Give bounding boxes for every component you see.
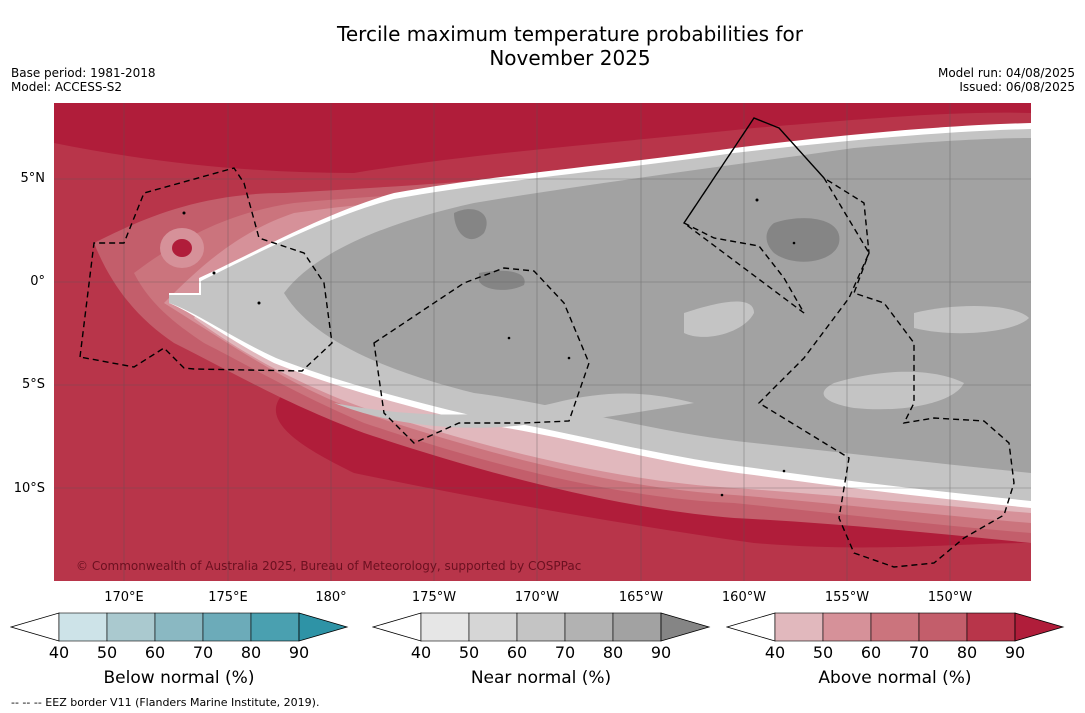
colorbar-segment: [966, 612, 1016, 642]
colorbar-extend-low: [726, 612, 776, 642]
colorbar-segment: [468, 612, 518, 642]
probability-field: [54, 103, 1031, 581]
colorbar-below-label: Below normal (%): [103, 668, 255, 688]
colorbar-segment: [612, 612, 662, 642]
colorbar-segment: [918, 612, 968, 642]
lat-label-5s: 5°S: [21, 377, 45, 392]
tick: 90: [650, 643, 672, 662]
tick: 40: [764, 643, 786, 662]
near-normal-patch-4: [914, 306, 1029, 334]
colorbar-segment: [822, 612, 872, 642]
island-5: [755, 198, 759, 202]
colorbar-segment: [202, 612, 252, 642]
island-6: [792, 241, 796, 245]
model-name: Model: ACCESS-S2: [11, 80, 123, 94]
tick: 70: [554, 643, 576, 662]
eez-line-islands: [682, 117, 1015, 568]
colorbar-extend-high: [298, 612, 349, 642]
colorbar-segment: [250, 612, 300, 642]
eez-borders: [79, 117, 1015, 568]
lon-label-170e: 170°E: [104, 590, 144, 605]
tick: 80: [602, 643, 624, 662]
tick: 40: [410, 643, 432, 662]
lon-label-155w: 155°W: [824, 590, 870, 605]
island-7: [782, 469, 786, 473]
tick: 70: [192, 643, 214, 662]
tick: 60: [506, 643, 528, 662]
colorbar-segment: [154, 612, 204, 642]
colorbar-near: [372, 612, 711, 642]
lon-label-175e: 175°E: [208, 590, 248, 605]
lon-label-170w: 170°W: [514, 590, 560, 605]
lon-label-175w: 175°W: [411, 590, 457, 605]
tick: 90: [1004, 643, 1026, 662]
colorbar-segment: [564, 612, 614, 642]
tick: 40: [48, 643, 70, 662]
lon-label-150w: 150°W: [927, 590, 973, 605]
island-8: [720, 493, 724, 497]
lon-label-180: 180°: [315, 590, 347, 605]
colorbar-below: [10, 612, 349, 642]
map-title: Tercile maximum temperature probabilitie…: [270, 22, 870, 70]
tick: 50: [458, 643, 480, 662]
tick: 80: [240, 643, 262, 662]
colorbar-segment: [774, 612, 824, 642]
model-run: Model run: 04/08/2025: [937, 66, 1075, 80]
colorbar-segment: [516, 612, 566, 642]
tick: 80: [956, 643, 978, 662]
meta-right: Model run: 04/08/2025 Issued: 06/08/2025: [938, 66, 1075, 94]
probability-map: © Commonwealth of Australia 2025, Bureau…: [54, 103, 1031, 581]
colorbar-extend-high: [1014, 612, 1065, 642]
colorbar-segment: [420, 612, 470, 642]
island-2: [212, 271, 216, 275]
island-1: [182, 211, 186, 215]
near-normal-90-patch-2: [479, 270, 525, 290]
lon-label-165w: 165°W: [618, 590, 664, 605]
near-normal-patch-3: [823, 371, 964, 410]
near-normal-90-patch-1: [766, 218, 840, 262]
lat-label-0: 0°: [30, 274, 45, 289]
meta-left: Base period: 1981-2018 Model: ACCESS-S2: [11, 66, 156, 94]
tick: 50: [96, 643, 118, 662]
lat-label-10s: 10°S: [13, 481, 45, 496]
colorbar-extend-high: [660, 612, 711, 642]
tick: 60: [144, 643, 166, 662]
island-4: [507, 336, 511, 340]
eez-kiribati-gilberts: [79, 167, 333, 372]
tick: 50: [812, 643, 834, 662]
base-period: Base period: 1981-2018: [11, 66, 156, 80]
colorbar-above-label: Above normal (%): [818, 668, 972, 688]
colorbar-near-label: Near normal (%): [470, 668, 612, 688]
colorbar-segment: [870, 612, 920, 642]
tick: 70: [908, 643, 930, 662]
islands: [182, 198, 796, 497]
lat-label-5n: 5°N: [20, 171, 46, 186]
issued-date: Issued: 06/08/2025: [959, 80, 1075, 94]
tick: 90: [288, 643, 310, 662]
colorbar-extend-low: [10, 612, 60, 642]
graticule: [54, 103, 1031, 581]
near-normal-90-patch-3: [454, 209, 487, 240]
near-normal-patch-1: [334, 393, 694, 428]
island-3: [257, 301, 261, 305]
title-line-1: Tercile maximum temperature probabilitie…: [337, 22, 803, 46]
near-normal-patch-2: [684, 301, 754, 337]
tick: 60: [860, 643, 882, 662]
colorbar-above: [726, 612, 1065, 642]
title-line-2: November 2025: [489, 46, 651, 70]
island-9: [567, 356, 571, 360]
lon-label-160w: 160°W: [721, 590, 767, 605]
colorbar-extend-low: [372, 612, 422, 642]
colorbar-segment: [58, 612, 108, 642]
copyright-text: © Commonwealth of Australia 2025, Bureau…: [76, 559, 581, 573]
eez-footnote: -- -- -- EEZ border V11 (Flanders Marine…: [11, 696, 320, 709]
colorbar-segment: [106, 612, 156, 642]
above-normal-blob-inner: [172, 239, 192, 257]
eez-tokelau-area: [373, 267, 590, 444]
